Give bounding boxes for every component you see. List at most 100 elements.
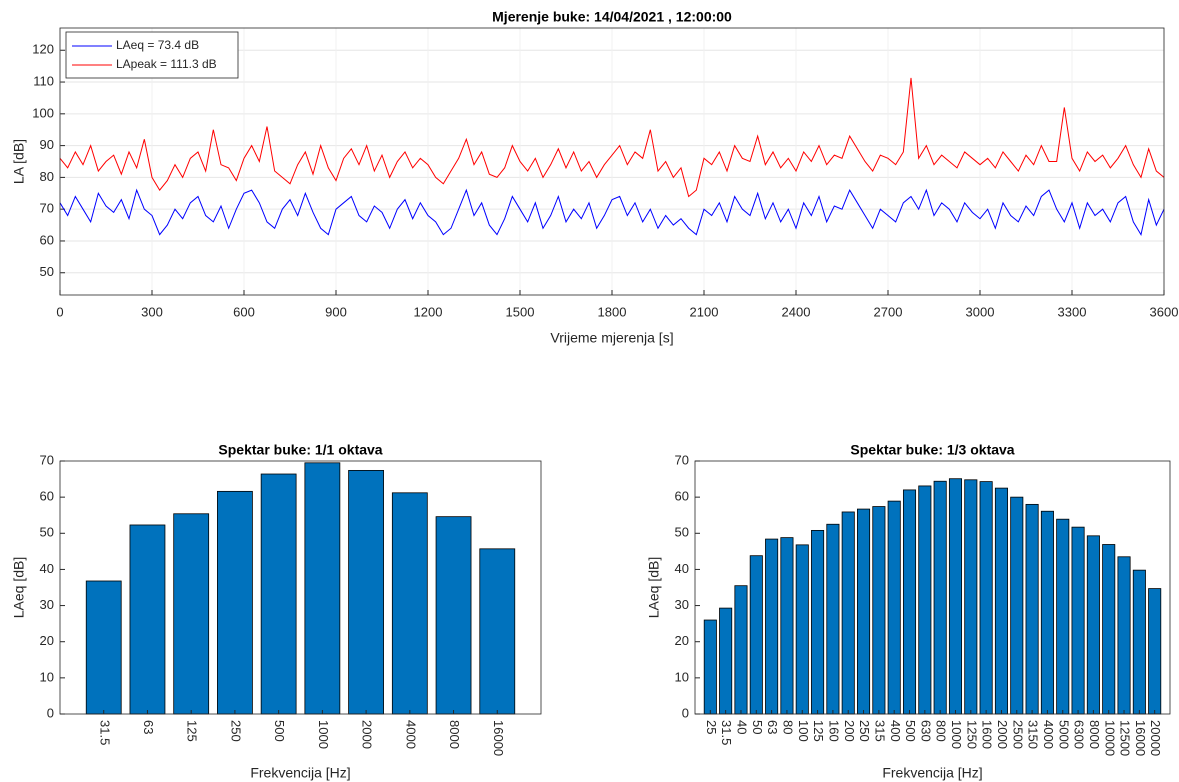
y-axis-label: LAeq [dB] [646, 557, 662, 619]
y-tick-label: 110 [33, 73, 54, 88]
x-tick-label: 0 [56, 304, 63, 319]
x-tick-label: 31.5 [719, 720, 734, 745]
bar [948, 478, 963, 715]
y-tick-label: 20 [40, 633, 54, 648]
x-tick-label: 900 [325, 304, 347, 319]
bar [918, 485, 932, 715]
x-tick-label: 40 [735, 720, 750, 734]
bar [857, 508, 871, 715]
x-tick-label: 1200 [414, 304, 443, 319]
bar [887, 500, 901, 715]
y-axis-label: LA [dB] [11, 139, 27, 184]
x-tick-label: 20000 [1148, 720, 1163, 756]
x-tick-label: 600 [233, 304, 255, 319]
x-tick-label: 50 [750, 720, 765, 734]
x-tick-label: 2500 [1010, 720, 1025, 749]
bar [703, 619, 717, 715]
x-tick-label: 315 [872, 720, 887, 742]
bar [1132, 569, 1146, 715]
bar [85, 580, 122, 715]
bar [173, 513, 210, 715]
y-tick-label: 30 [40, 597, 54, 612]
y-tick-label: 70 [40, 201, 54, 216]
chart-title: Spektar buke: 1/3 oktava [850, 442, 1014, 458]
legend-box [65, 31, 239, 79]
x-tick-label: 63 [765, 720, 780, 734]
x-tick-label: 200 [842, 720, 857, 742]
bar [780, 537, 794, 715]
axes-frame [59, 27, 1165, 296]
bar [1071, 526, 1085, 715]
x-tick-label: 250 [857, 720, 872, 742]
y-tick-label: 50 [40, 264, 54, 279]
y-tick-label: 10 [40, 669, 54, 684]
x-tick-label: 500 [903, 720, 918, 742]
x-tick-label: 125 [811, 720, 826, 742]
x-tick-label: 3150 [1026, 720, 1041, 749]
line-series [59, 77, 1165, 198]
bar [1086, 535, 1100, 715]
bar [765, 538, 779, 715]
y-tick-label: 100 [32, 105, 54, 120]
y-tick-label: 40 [40, 561, 54, 576]
bar [304, 462, 341, 715]
bar [719, 607, 733, 715]
x-tick-label: 2000 [995, 720, 1010, 749]
x-tick-label: 80 [780, 720, 795, 734]
bar [1025, 503, 1039, 715]
y-tick-label: 60 [675, 489, 689, 504]
x-axis-label: Vrijeme mjerenja [s] [550, 330, 673, 346]
x-tick-label: 6300 [1072, 720, 1087, 749]
x-tick-label: 500 [272, 720, 287, 742]
axes-frame [59, 460, 542, 715]
bar [435, 516, 472, 715]
x-tick-label: 3000 [966, 304, 995, 319]
bar [391, 492, 428, 715]
bar [260, 473, 297, 715]
y-tick-label: 0 [682, 705, 689, 720]
bar [979, 481, 993, 715]
x-tick-label: 2000 [360, 720, 375, 749]
x-tick-label: 1000 [316, 720, 331, 749]
y-tick-label: 60 [40, 489, 54, 504]
x-tick-label: 31.5 [97, 720, 112, 745]
bar [129, 524, 166, 715]
y-tick-label: 80 [40, 169, 54, 184]
x-tick-label: 400 [888, 720, 903, 742]
x-tick-label: 2100 [690, 304, 719, 319]
y-axis-label: LAeq [dB] [11, 557, 27, 619]
x-tick-label: 125 [185, 720, 200, 742]
bar [1102, 544, 1116, 715]
x-tick-label: 1600 [980, 720, 995, 749]
bar [1117, 556, 1131, 715]
bar [826, 523, 840, 715]
y-tick-label: 0 [47, 705, 54, 720]
y-tick-label: 120 [32, 42, 54, 57]
bar [1010, 496, 1024, 715]
x-tick-label: 3600 [1150, 304, 1179, 319]
x-tick-label: 10000 [1102, 720, 1117, 756]
x-tick-label: 2400 [782, 304, 811, 319]
x-tick-label: 4000 [1041, 720, 1056, 749]
x-tick-label: 63 [141, 720, 156, 734]
line-series [59, 188, 1165, 236]
bar [734, 585, 748, 715]
x-tick-label: 1500 [506, 304, 535, 319]
y-tick-label: 90 [40, 137, 54, 152]
bar [811, 529, 825, 715]
bar [348, 469, 384, 715]
bar [994, 487, 1008, 715]
x-tick-label: 8000 [447, 720, 462, 749]
x-tick-label: 16000 [491, 720, 506, 756]
legend-label: LApeak = 111.3 dB [116, 57, 217, 71]
x-tick-label: 300 [141, 304, 163, 319]
bar [217, 490, 253, 715]
bar [841, 511, 855, 715]
x-tick-label: 2700 [874, 304, 903, 319]
x-tick-label: 160 [826, 720, 841, 742]
x-tick-label: 100 [796, 720, 811, 742]
y-tick-label: 70 [40, 452, 54, 467]
x-tick-label: 3300 [1058, 304, 1087, 319]
x-tick-label: 630 [918, 720, 933, 742]
